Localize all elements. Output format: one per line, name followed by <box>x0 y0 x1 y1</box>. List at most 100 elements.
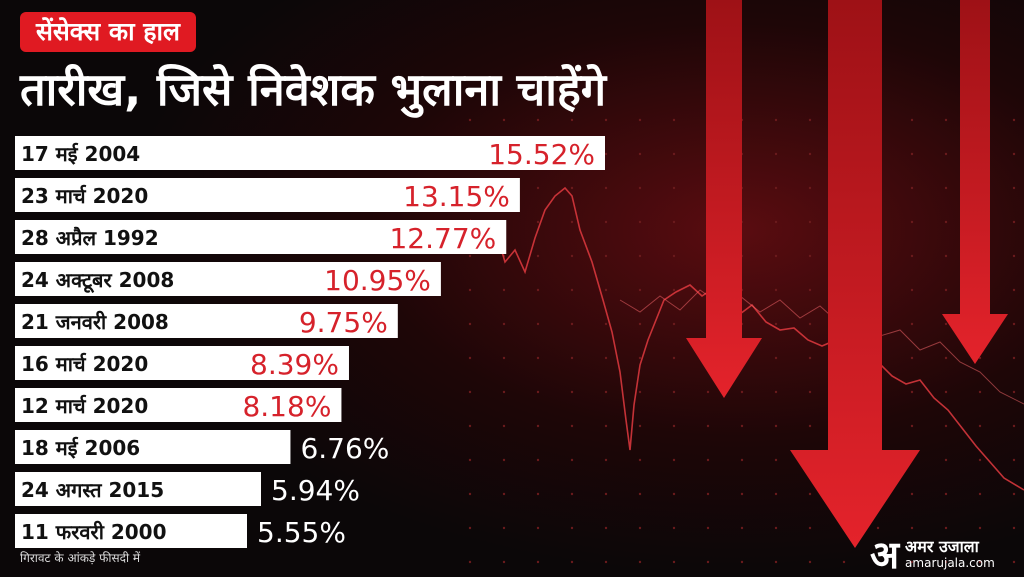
grid-dot <box>706 526 710 530</box>
grid-dot <box>468 424 472 428</box>
grid-dot <box>570 390 574 394</box>
grid-dot <box>502 288 506 292</box>
grid-dot <box>910 152 914 156</box>
grid-dot <box>468 390 472 394</box>
grid-dot <box>910 390 914 394</box>
grid-dot <box>672 560 676 564</box>
grid-dot <box>944 492 948 496</box>
grid-dot <box>638 424 642 428</box>
grid-dot <box>604 458 608 462</box>
grid-dot <box>740 492 744 496</box>
bar-date-label: 16 मार्च 2020 <box>21 352 148 376</box>
grid-dot <box>944 152 948 156</box>
grid-dot <box>604 118 608 122</box>
grid-dot <box>774 288 778 292</box>
grid-dot <box>536 322 540 326</box>
stock-line-secondary <box>619 289 1024 405</box>
brand-text: अमर उजाला amarujala.com <box>905 539 995 571</box>
page-title: तारीख, जिसे निवेशक भुलाना चाहेंगे <box>20 63 607 116</box>
grid-dot <box>502 458 506 462</box>
grid-dot <box>944 186 948 190</box>
grid-dot <box>502 356 506 360</box>
grid-dot <box>1012 560 1016 564</box>
grid-dot <box>944 526 948 530</box>
grid-dot <box>536 526 540 530</box>
grid-dot <box>808 424 812 428</box>
bar-value-label: 5.55% <box>257 516 346 549</box>
grid-dot <box>570 322 574 326</box>
grid-dot <box>706 424 710 428</box>
bar-value-label: 6.76% <box>300 432 389 465</box>
grid-dot <box>978 560 982 564</box>
grid-dot <box>570 424 574 428</box>
grid-dot <box>536 560 540 564</box>
grid-dot <box>944 288 948 292</box>
grid-dot <box>774 322 778 326</box>
grid-dot <box>808 492 812 496</box>
grid-dot <box>774 424 778 428</box>
bar <box>15 304 398 338</box>
grid-dot <box>978 492 982 496</box>
grid-dot <box>910 560 914 564</box>
grid-dot <box>1012 390 1016 394</box>
grid-dot <box>672 356 676 360</box>
grid-dot <box>570 220 574 224</box>
grid-dot <box>638 492 642 496</box>
grid-dot <box>570 492 574 496</box>
grid-dot <box>978 526 982 530</box>
grid-dot <box>774 186 778 190</box>
grid-dot <box>774 356 778 360</box>
bar <box>15 388 342 422</box>
grid-dot <box>876 526 880 530</box>
grid-dot <box>502 424 506 428</box>
grid-dot <box>1012 118 1016 122</box>
grid-dot <box>672 322 676 326</box>
grid-dot <box>774 152 778 156</box>
grid-dot <box>468 254 472 258</box>
grid-dot <box>638 288 642 292</box>
grid-dot <box>502 390 506 394</box>
grid-dot <box>944 356 948 360</box>
grid-dot <box>468 118 472 122</box>
bar <box>15 430 291 464</box>
grid-dot <box>604 560 608 564</box>
grid-dot <box>978 458 982 462</box>
grid-dot <box>604 390 608 394</box>
grid-dot <box>536 220 540 224</box>
grid-dot <box>570 186 574 190</box>
grid-dot <box>672 390 676 394</box>
grid-dot <box>944 322 948 326</box>
down-arrow-center <box>790 0 920 548</box>
grid-dot <box>604 186 608 190</box>
grid-dot <box>638 322 642 326</box>
bar-value-label: 10.95% <box>324 264 431 297</box>
bar-date-label: 21 जनवरी 2008 <box>21 310 169 334</box>
grid-dot <box>672 152 676 156</box>
bar-value-label: 8.39% <box>250 348 339 381</box>
grid-dot <box>876 560 880 564</box>
grid-dot <box>910 254 914 258</box>
grid-dot <box>1012 322 1016 326</box>
brand-site: amarujala.com <box>905 556 995 570</box>
grid-dot <box>808 186 812 190</box>
grid-dot <box>604 526 608 530</box>
grid-dot <box>944 220 948 224</box>
grid-dot <box>638 220 642 224</box>
grid-dot <box>604 152 608 156</box>
grid-dot <box>638 390 642 394</box>
grid-dot <box>604 492 608 496</box>
grid-dot <box>978 356 982 360</box>
bar <box>15 178 520 212</box>
bar-date-label: 28 अप्रैल 1992 <box>21 226 159 250</box>
grid-dot <box>502 560 506 564</box>
grid-dot <box>740 526 744 530</box>
bar-value-label: 8.18% <box>242 390 331 423</box>
grid-dot <box>706 390 710 394</box>
bar-value-label: 5.94% <box>271 474 360 507</box>
grid-dot <box>672 526 676 530</box>
bar-value-label: 15.52% <box>488 138 595 171</box>
grid-dot <box>672 254 676 258</box>
bar-date-label: 18 मई 2006 <box>21 436 140 460</box>
grid-dot <box>672 458 676 462</box>
